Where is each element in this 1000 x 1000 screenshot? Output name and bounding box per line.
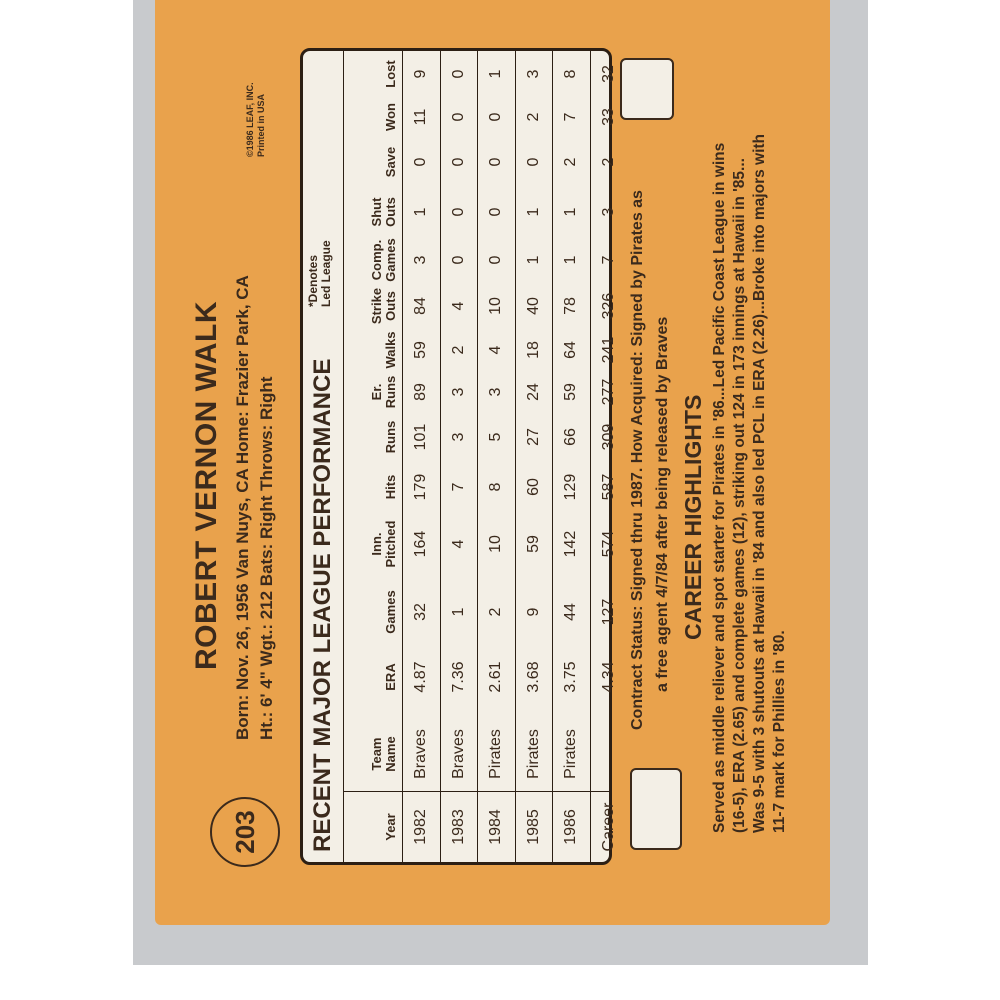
- table-cell: 32: [412, 603, 429, 621]
- table-cell: 1: [449, 607, 467, 617]
- column-header: Year: [383, 797, 398, 857]
- highlight-line: Was 9-5 with 3 shutouts at Hawaii in '84…: [751, 133, 768, 833]
- table-cell: 9: [524, 607, 542, 617]
- column-header: Games: [383, 582, 398, 642]
- row-rule: [477, 51, 478, 862]
- contract-line: Contract Status: Signed thru 1987. How A…: [629, 190, 646, 730]
- table-title: RECENT MAJOR LEAGUE PERFORMANCE: [309, 358, 336, 852]
- column-header: Inn. Pitched: [369, 514, 398, 574]
- header-line: Games: [383, 590, 398, 634]
- contract-line: a free agent 4/7/84 after being released…: [654, 316, 671, 692]
- header-line: Er.: [369, 383, 384, 401]
- note-line: Led League: [319, 240, 333, 307]
- table-cell: 164: [412, 530, 429, 558]
- table-cell: Braves: [449, 729, 467, 779]
- table-cell: 3.75: [562, 661, 579, 693]
- table-cell: 44: [562, 603, 579, 621]
- table-cell: 142: [562, 530, 579, 558]
- highlight-line: (16-5), ERA (2.65) and complete games (1…: [731, 158, 748, 833]
- card-back: 203 ROBERT VERNON WALK Born: Nov. 26, 19…: [155, 0, 830, 925]
- header-line: Team: [369, 737, 384, 771]
- table-cell: Pirates: [487, 729, 504, 779]
- header-line: Inn.: [369, 532, 384, 556]
- mlb-logo: [630, 768, 682, 850]
- copyright-line: Printed in USA: [256, 93, 266, 157]
- bio-line: Ht.: 6' 4" Wgt.: 212 Bats: Right Throws:…: [257, 376, 276, 740]
- table-cell: 4.87: [412, 661, 429, 693]
- player-name: ROBERT VERNON WALK: [190, 301, 223, 670]
- table-cell: Career: [599, 802, 617, 852]
- table-cell: 127: [599, 598, 617, 626]
- table-cell: 574: [599, 530, 617, 558]
- table-cell: 1984: [487, 809, 504, 845]
- row-rule: [439, 51, 441, 862]
- table-cell: 0: [449, 69, 467, 79]
- table-cell: Pirates: [524, 729, 542, 779]
- stats-table: RECENT MAJOR LEAGUE PERFORMANCE *Denotes…: [300, 48, 617, 865]
- highlights: Served as middle reliever and spot start…: [710, 134, 790, 833]
- row-rule: [552, 51, 553, 862]
- table-cell: 8: [562, 69, 579, 79]
- header-line: ERA: [383, 663, 398, 691]
- column-header: Lost: [383, 44, 398, 104]
- copyright-line: ©1986 LEAF, INC.: [245, 82, 255, 157]
- highlight-line: 11-7 mark for Phillies in '80.: [771, 630, 788, 833]
- table-cell: Braves: [412, 729, 429, 779]
- card-number: 203: [210, 797, 280, 867]
- table-cell: 1983: [449, 809, 467, 845]
- header-line: Shut: [369, 197, 384, 227]
- league-logo: [620, 58, 674, 120]
- table-cell: 1: [487, 69, 504, 79]
- table-cell: 4: [449, 539, 467, 549]
- table-cell: 1985: [524, 809, 542, 845]
- table-cell: 59: [524, 535, 542, 553]
- table-cell: 2.61: [487, 661, 504, 693]
- row-rule: [589, 51, 591, 862]
- highlights-title: CAREER HIGHLIGHTS: [680, 394, 706, 640]
- table-cell: 2: [487, 607, 504, 617]
- table-cell: 3.68: [524, 661, 542, 693]
- row-rule: [514, 51, 516, 862]
- card-content: 203 ROBERT VERNON WALK Born: Nov. 26, 19…: [155, 0, 830, 925]
- table-cell: 9: [412, 69, 429, 79]
- table-cell: Pirates: [562, 729, 579, 779]
- column-header: ERA: [383, 647, 398, 707]
- header-line: Name: [383, 736, 398, 772]
- table-cell: 1986: [562, 809, 579, 845]
- title-rule: [343, 51, 344, 862]
- bio-line: Born: Nov. 26, 1956 Van Nuys, CA Home: F…: [233, 275, 252, 740]
- table-cell: 10: [487, 535, 504, 553]
- copyright: ©1986 LEAF, INC. Printed in USA: [245, 82, 267, 157]
- header-line: Lost: [383, 60, 398, 88]
- column-header: Team Name: [369, 724, 398, 784]
- column-rule: [343, 791, 609, 792]
- header-line: Year: [383, 813, 398, 841]
- table-cell: 4.34: [599, 661, 617, 693]
- table-cell: 7.36: [449, 661, 467, 693]
- contract-status: Contract Status: Signed thru 1987. How A…: [625, 190, 675, 730]
- table-cell: 1982: [412, 809, 429, 845]
- row-rule: [402, 51, 403, 862]
- header-line: Pitched: [383, 520, 398, 568]
- table-note: *Denotes Led League: [306, 240, 333, 307]
- table-cell: 3: [524, 69, 542, 79]
- table-cell: 32: [599, 65, 617, 83]
- highlight-line: Served as middle reliever and spot start…: [711, 142, 728, 833]
